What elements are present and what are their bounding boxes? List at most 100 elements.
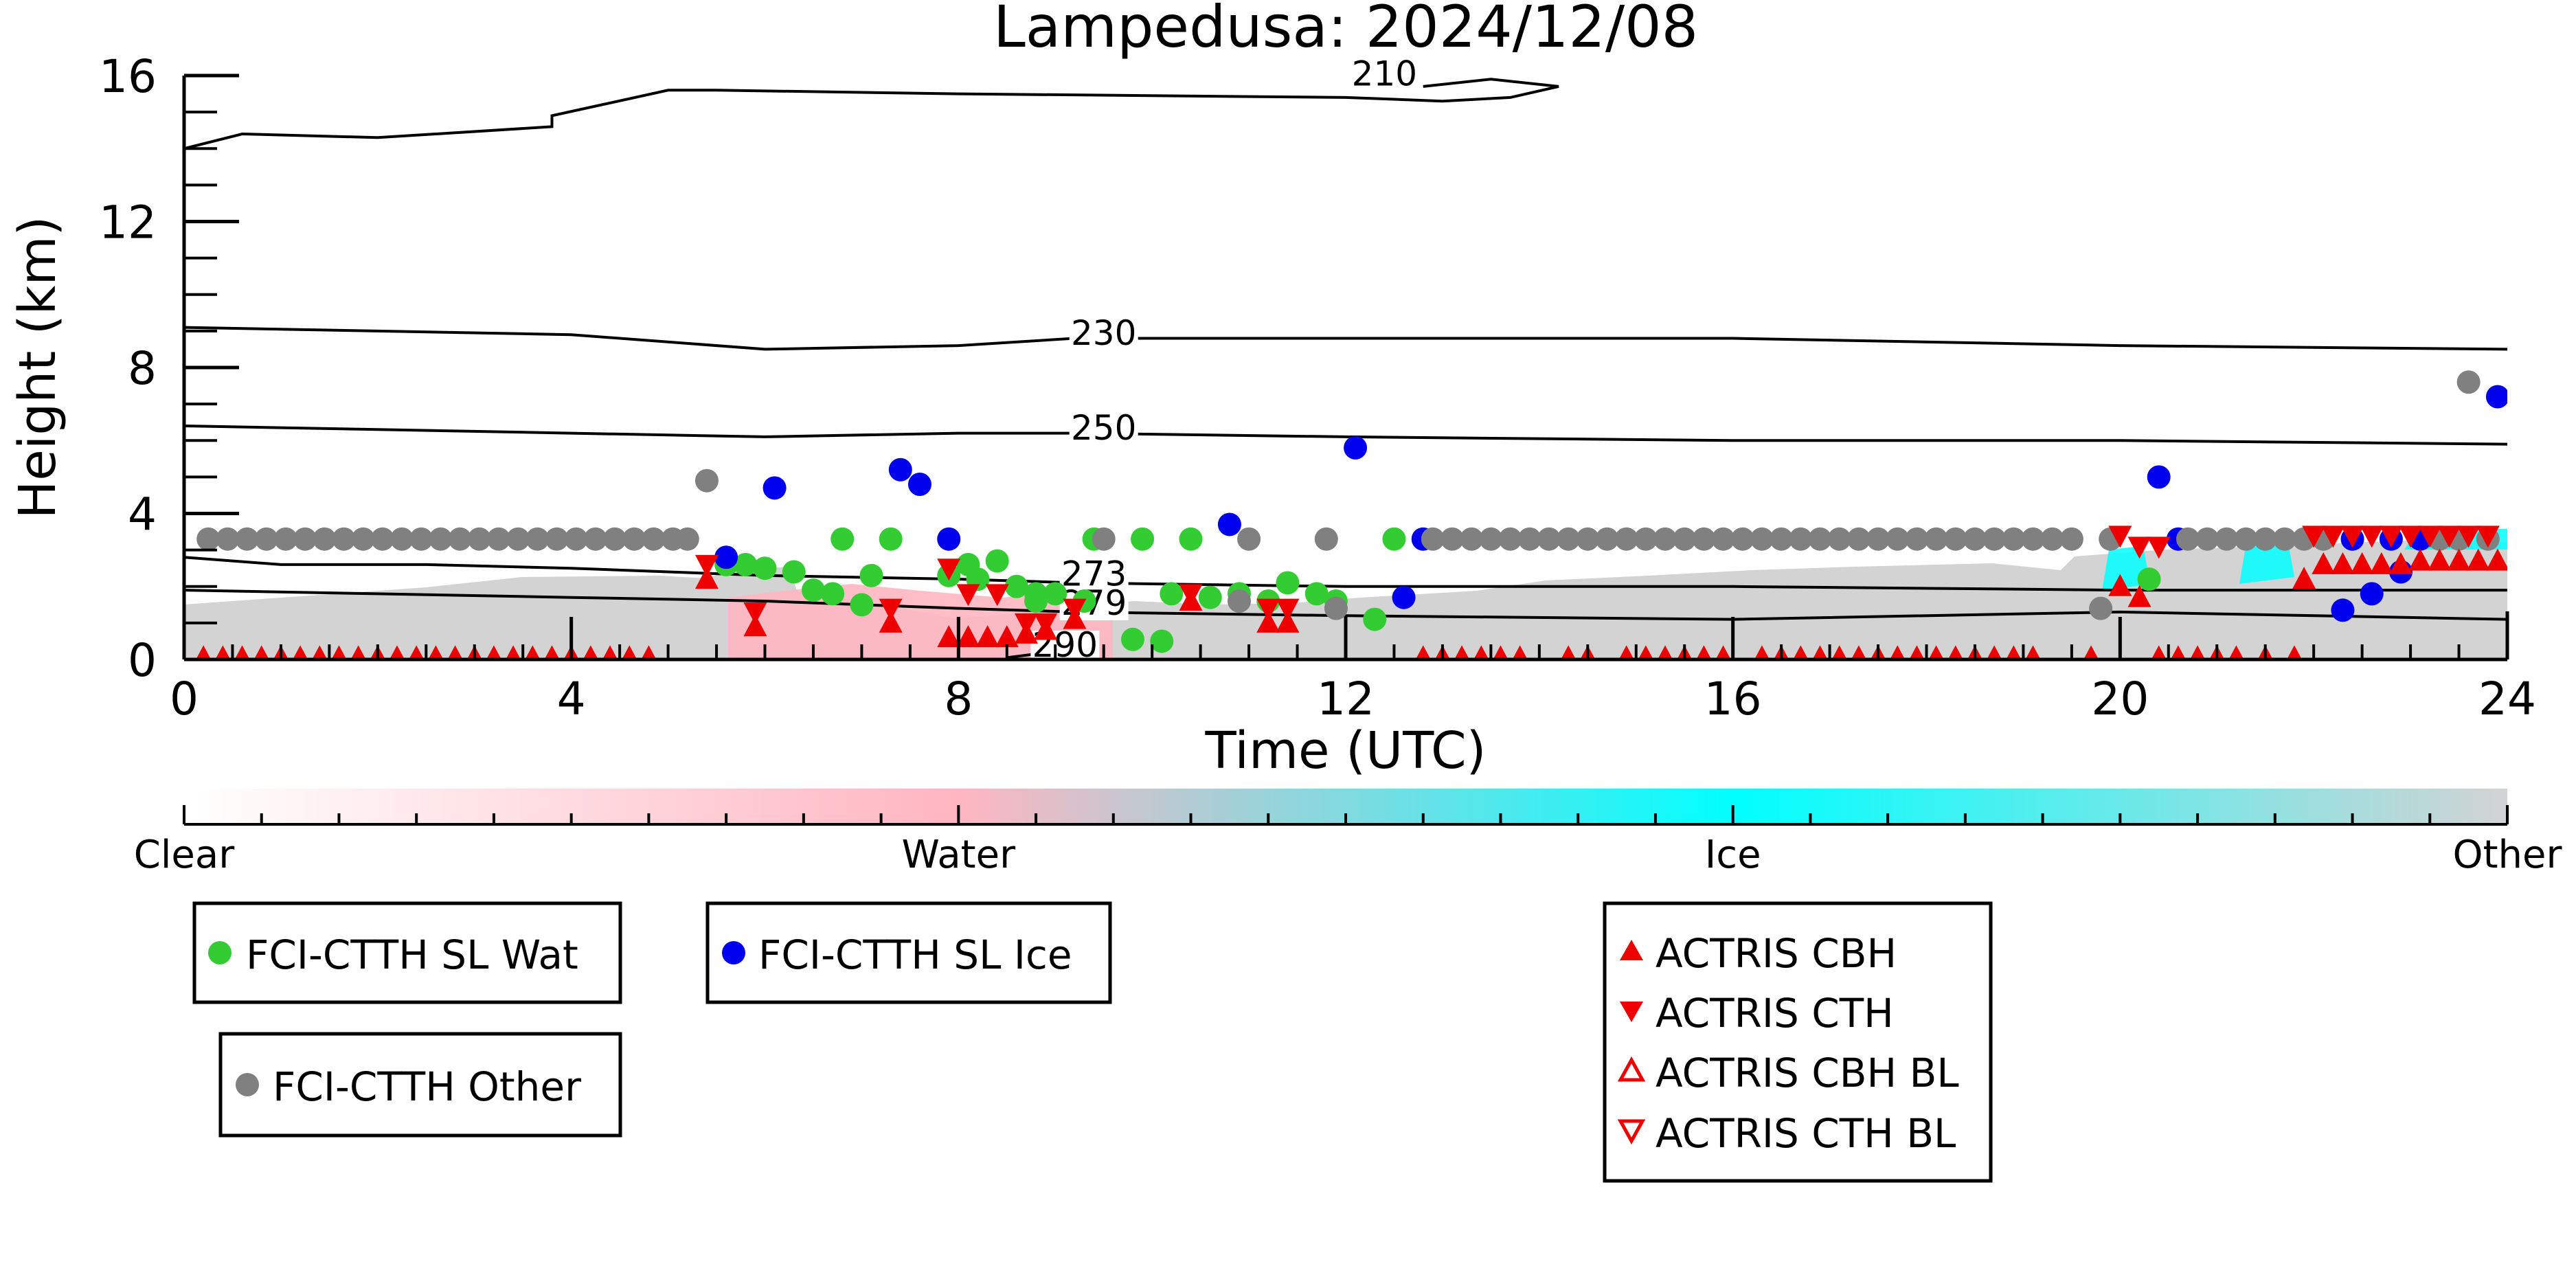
data-point-actris-cth [2437, 526, 2461, 548]
data-point-actris-cbh [2447, 548, 2471, 571]
data-point-fci-ctth-other [2040, 527, 2064, 551]
data-point-fci-ctth-other [409, 527, 433, 551]
data-point-fci-ctth-other [1614, 527, 1638, 551]
data-point-fci-ctth-sl-wat [782, 560, 806, 584]
data-point-actris-cbh [215, 645, 231, 659]
data-point-fci-ctth-other [622, 527, 646, 551]
data-point-fci-ctth-other [2059, 527, 2083, 551]
x-tick-label: 8 [944, 673, 973, 725]
data-point-actris-cbh [2127, 585, 2151, 607]
data-point-actris-cbh [196, 645, 212, 659]
colorbar-label: Other [2452, 833, 2562, 877]
data-point-fci-ctth-sl-ice [1392, 585, 1416, 609]
data-point-fci-ctth-other [1460, 527, 1484, 551]
data-point-fci-ctth-sl-wat [753, 556, 777, 580]
data-point-fci-ctth-sl-wat [821, 582, 845, 606]
data-point-actris-cth [2399, 526, 2423, 548]
data-point-actris-cbh [2170, 645, 2186, 659]
data-point-actris-cbh [2083, 645, 2099, 659]
data-point-actris-cbh [2108, 574, 2132, 596]
data-point-fci-ctth-sl-ice [907, 473, 931, 496]
data-point-actris-cth [1063, 598, 1087, 621]
data-point-fci-ctth-sl-wat [879, 527, 903, 551]
contour-label-bg [1350, 59, 1419, 91]
data-point-fci-ctth-sl-wat [831, 527, 855, 551]
data-point-fci-ctth-other [526, 527, 550, 551]
data-point-actris-cth [2456, 526, 2481, 548]
contour-line [184, 326, 2507, 351]
data-point-fci-ctth-other [2021, 527, 2045, 551]
data-point-fci-ctth-sl-ice [1344, 436, 1368, 460]
data-point-fci-ctth-other [1595, 527, 1619, 551]
data-point-actris-cbh [234, 645, 250, 659]
contour-label: 230 [1071, 313, 1136, 353]
legend-marker-actris-cth [1620, 1002, 1643, 1022]
data-point-actris-cbh [1493, 645, 1509, 659]
data-point-actris-cbh [2350, 552, 2374, 574]
legend-label-actris-cbh-bl: ACTRIS CBH BL [1656, 1050, 1959, 1096]
y-tick-label: 8 [128, 342, 157, 395]
data-point-actris-cbh [2408, 548, 2432, 571]
data-point-fci-ctth-other [273, 527, 297, 551]
contour-label: 273 [1061, 554, 1127, 594]
data-point-fci-ctth-sl-ice [2147, 465, 2171, 489]
data-point-actris-cbh [2331, 552, 2355, 574]
x-axis-ticks: 0 4 8 12 16 20 24 [170, 617, 2536, 725]
data-point-fci-ctth-sl-wat [1198, 585, 1222, 609]
data-point-fci-ctth-other [2089, 596, 2113, 620]
data-point-fci-ctth-other [1237, 527, 1261, 551]
data-point-actris-cbh [1473, 645, 1489, 659]
data-point-fci-ctth-other [2195, 527, 2219, 551]
colorbar-ticks [183, 805, 2509, 824]
data-point-fci-ctth-sl-wat [1363, 607, 1387, 631]
contour-label-bg [1069, 318, 1138, 350]
data-point-fci-ctth-other [1943, 527, 1967, 551]
data-point-actris-cbh [1696, 645, 1712, 659]
data-point-fci-ctth-other [1537, 527, 1561, 551]
contour-label: 210 [1352, 54, 1417, 94]
data-point-actris-cbh [2369, 552, 2393, 574]
data-point-actris-cbh [583, 645, 598, 659]
x-tick-label: 20 [2091, 673, 2149, 725]
x-tick-label: 12 [1317, 673, 1375, 725]
data-point-actris-cbh [2228, 645, 2244, 659]
data-point-fci-ctth-other [235, 527, 259, 551]
contour-label-bg [1059, 559, 1129, 591]
colorbar-labels: Clear Water Ice Other [134, 833, 2563, 877]
data-point-fci-ctth-sl-wat [2137, 567, 2161, 591]
data-point-fci-ctth-other [583, 527, 607, 551]
data-point-fci-ctth-other [1886, 527, 1910, 551]
data-point-fci-ctth-sl-ice [888, 457, 912, 482]
data-point-actris-cth [2108, 526, 2132, 548]
y-tick-label: 0 [128, 634, 157, 687]
data-point-actris-cbh [879, 610, 903, 633]
data-point-fci-ctth-sl-wat [1304, 582, 1329, 606]
data-point-actris-cbh [602, 645, 618, 659]
data-point-fci-ctth-other [351, 527, 375, 551]
data-point-fci-ctth-sl-wat [1120, 627, 1144, 651]
data-point-actris-cbh [2485, 548, 2507, 571]
data-point-actris-cth [956, 584, 980, 607]
legend-marker-actris-cbh-bl [1617, 1056, 1646, 1082]
legend-box-other: FCI-CTTH Other [218, 1032, 622, 1138]
data-point-actris-cbh [2006, 645, 2022, 659]
data-point-fci-ctth-other [254, 527, 278, 551]
data-point-fci-ctth-other [545, 527, 569, 551]
contour-label-bg [1069, 413, 1138, 445]
data-point-fci-ctth-other [642, 527, 666, 551]
data-point-actris-cth [2418, 526, 2442, 548]
legend-label-sl-ice: FCI-CTTH SL Ice [758, 931, 1072, 978]
data-point-fci-ctth-sl-wat [1004, 574, 1028, 598]
data-point-fci-ctth-other [1498, 527, 1522, 551]
data-point-fci-ctth-other [1730, 527, 1754, 551]
legend-marker-other [236, 1073, 259, 1096]
data-point-actris-cbh [1715, 645, 1731, 659]
y-axis-ticks: 0 4 8 12 16 [99, 50, 239, 687]
y-tick-label: 12 [99, 196, 157, 249]
data-point-actris-cbh [1812, 645, 1828, 659]
data-point-fci-ctth-sl-ice [2485, 385, 2507, 409]
data-point-fci-ctth-other [2176, 527, 2200, 551]
data-point-actris-cbh [2151, 645, 2167, 659]
data-point-actris-cbh [1754, 645, 1770, 659]
data-point-actris-cbh [2292, 567, 2316, 589]
